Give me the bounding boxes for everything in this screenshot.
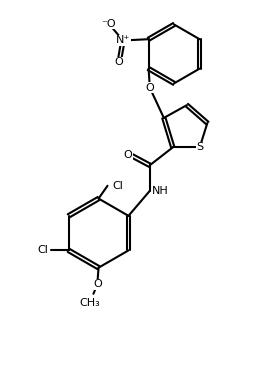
Text: S: S	[196, 142, 203, 152]
Text: ⁻O: ⁻O	[102, 19, 116, 29]
Text: O: O	[93, 279, 102, 289]
Text: Cl: Cl	[112, 181, 123, 191]
Text: Cl: Cl	[37, 245, 48, 256]
Text: O: O	[115, 57, 123, 67]
Text: NH: NH	[152, 186, 169, 196]
Text: O: O	[124, 150, 132, 160]
Text: N⁺: N⁺	[116, 36, 130, 45]
Text: O: O	[145, 83, 154, 93]
Text: CH₃: CH₃	[79, 298, 100, 308]
